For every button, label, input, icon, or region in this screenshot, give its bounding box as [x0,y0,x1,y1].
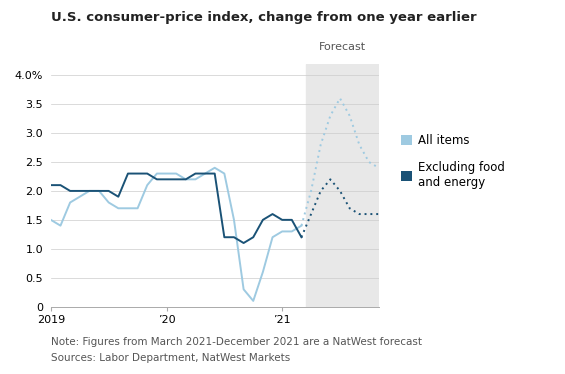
Text: Forecast: Forecast [319,42,366,52]
Text: Note: Figures from March 2021-December 2021 are a NatWest forecast: Note: Figures from March 2021-December 2… [51,337,422,347]
Legend: All items, Excluding food
and energy: All items, Excluding food and energy [401,134,505,189]
Bar [306,64,388,307]
Text: U.S. consumer-price index, change from one year earlier: U.S. consumer-price index, change from o… [51,11,476,24]
Text: Sources: Labor Department, NatWest Markets: Sources: Labor Department, NatWest Marke… [51,353,290,364]
